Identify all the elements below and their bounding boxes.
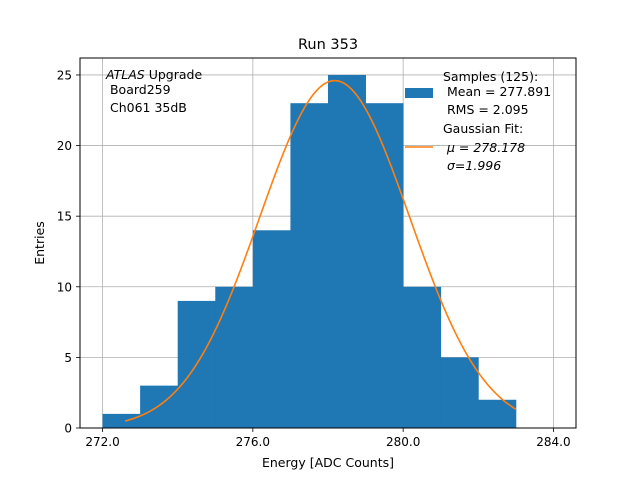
x-axis-label: Energy [ADC Counts]: [262, 455, 394, 470]
y-tick-label: 20: [57, 139, 72, 153]
experiment-annotation: ATLAS Upgrade Board259 Ch061 35dB: [105, 67, 202, 115]
gaussian-fit-line: [124, 79, 517, 422]
legend-samples-mean: Mean = 277.891: [443, 84, 551, 99]
y-tick-label: 5: [64, 351, 72, 365]
legend-fit-mu: μ = 278.178: [446, 140, 525, 155]
annotation-line-2: Board259: [106, 82, 171, 97]
histogram-bar: [252, 230, 291, 428]
plot-frame: [79, 57, 577, 429]
y-tick-label: 10: [57, 280, 72, 294]
annotation-line-3: Ch061 35dB: [106, 100, 187, 115]
legend-samples-rms: RMS = 2.095: [443, 102, 529, 117]
atlas-label: ATLAS: [105, 67, 145, 82]
histogram-bar: [290, 103, 329, 428]
chart-title: Run 353: [298, 37, 358, 53]
histogram-bar: [403, 286, 442, 428]
gaussian-fit-curve: [124, 79, 517, 422]
legend-fit-sigma: σ=1.996: [447, 158, 501, 173]
histogram-bar: [102, 413, 141, 428]
histogram-bar: [215, 286, 254, 428]
histogram-bar: [478, 399, 517, 428]
histogram-bars: [102, 74, 517, 428]
legend: Samples (125): Mean = 277.891 RMS = 2.09…: [405, 69, 551, 173]
upgrade-label: Upgrade: [145, 67, 203, 82]
x-tick-label: 276.0: [236, 435, 270, 449]
annotation-line-1: ATLAS Upgrade: [105, 67, 202, 82]
y-tick-label: 0: [64, 422, 72, 436]
histogram-bar: [328, 74, 366, 428]
legend-samples-title: Samples (125):: [443, 69, 538, 84]
legend-fit-title: Gaussian Fit:: [443, 121, 523, 136]
histogram-bar: [365, 103, 404, 428]
x-tick-label: 272.0: [85, 435, 119, 449]
y-tick-label: 25: [57, 68, 72, 82]
histogram-bar: [140, 385, 179, 428]
axes: 272.0 276.0 280.0 284.0 0 5 10 15 20 25: [57, 68, 571, 449]
x-tick-label: 280.0: [386, 435, 420, 449]
x-tick-label: 284.0: [536, 435, 570, 449]
histogram-bar: [440, 357, 479, 428]
y-axis-label: Entries: [32, 221, 47, 265]
legend-samples-swatch: [405, 88, 433, 98]
y-tick-label: 15: [57, 210, 72, 224]
